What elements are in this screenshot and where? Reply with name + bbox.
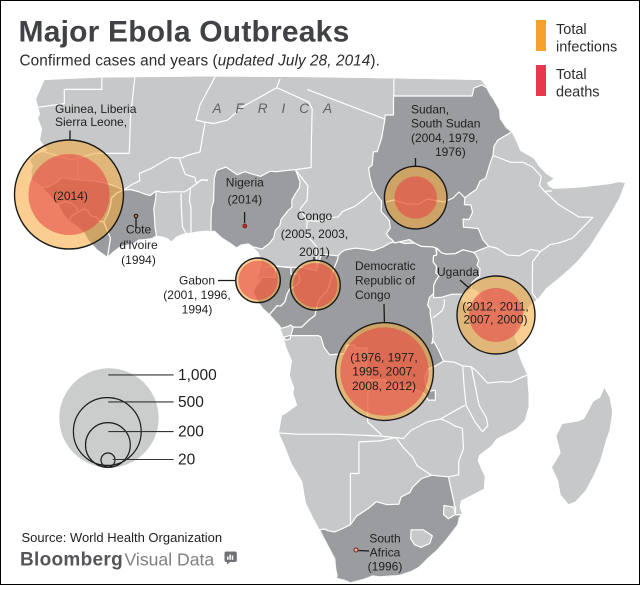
svg-text:500: 500 [178, 394, 204, 411]
svg-text:(2005, 2003,: (2005, 2003, [281, 227, 348, 241]
svg-text:Total: Total [556, 67, 587, 83]
svg-text:South: South [369, 532, 400, 546]
svg-text:Cote: Cote [126, 223, 152, 237]
svg-text:(2001, 1996,: (2001, 1996, [163, 288, 230, 302]
svg-text:1994): 1994) [182, 303, 213, 317]
svg-text:Sierra Leone,: Sierra Leone, [55, 115, 127, 129]
svg-text:2008, 2012): 2008, 2012) [352, 379, 416, 393]
svg-text:(2014): (2014) [227, 193, 262, 207]
svg-text:(1994): (1994) [121, 253, 156, 267]
svg-text:Africa: Africa [370, 546, 401, 560]
svg-text:Congo: Congo [297, 209, 333, 223]
svg-text:20: 20 [178, 452, 196, 469]
svg-text:AFRICA: AFRICA [212, 101, 347, 116]
svg-text:Republic of: Republic of [355, 274, 416, 288]
svg-text:Total: Total [556, 22, 587, 38]
svg-text:(1976, 1977,: (1976, 1977, [350, 350, 417, 364]
svg-text:Nigeria: Nigeria [226, 176, 264, 190]
svg-text:1976): 1976) [435, 145, 466, 159]
svg-text:infections: infections [556, 40, 617, 56]
svg-text:1,000: 1,000 [178, 367, 217, 384]
svg-text:Democratic: Democratic [355, 259, 416, 273]
svg-text:200: 200 [178, 424, 204, 441]
svg-text:Visual Data: Visual Data [125, 550, 215, 570]
svg-text:Source: World Health Organizat: Source: World Health Organization [22, 530, 223, 545]
svg-text:Major Ebola Outbreaks: Major Ebola Outbreaks [19, 16, 350, 49]
svg-text:2007, 2000): 2007, 2000) [463, 313, 527, 327]
svg-text:Bloomberg: Bloomberg [20, 550, 123, 571]
svg-text:South Sudan: South Sudan [411, 117, 480, 131]
svg-text:2001): 2001) [299, 245, 330, 259]
svg-text:Congo: Congo [355, 288, 391, 302]
svg-text:(2012, 2011,: (2012, 2011, [462, 300, 529, 314]
svg-text:Sudan,: Sudan, [411, 103, 449, 117]
svg-text:Confirmed cases and years (upd: Confirmed cases and years (updated July … [20, 52, 380, 69]
svg-text:(2004, 1979,: (2004, 1979, [411, 131, 478, 145]
svg-text:(2014): (2014) [53, 189, 88, 203]
svg-text:Uganda: Uganda [437, 265, 479, 279]
svg-text:deaths: deaths [556, 85, 600, 101]
svg-text:d'Ivoire: d'Ivoire [119, 238, 158, 252]
svg-text:Gabon: Gabon [179, 274, 215, 288]
svg-text:Guinea, Liberia: Guinea, Liberia [55, 102, 137, 116]
svg-text:1995, 2007,: 1995, 2007, [352, 365, 415, 379]
svg-text:(1996): (1996) [368, 560, 403, 574]
